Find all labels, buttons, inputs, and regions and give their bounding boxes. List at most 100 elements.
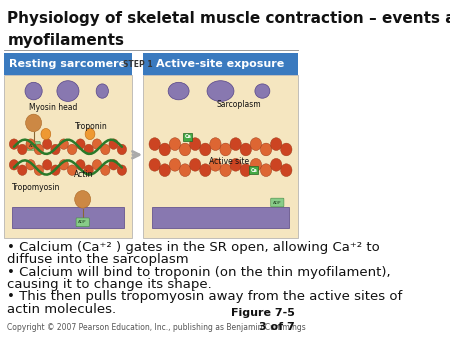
Circle shape [84, 144, 93, 155]
Text: Troponin: Troponin [75, 122, 108, 131]
Circle shape [9, 160, 18, 170]
Circle shape [117, 165, 126, 175]
Circle shape [169, 159, 180, 171]
Circle shape [240, 143, 252, 156]
Bar [12, 207, 124, 228]
Text: Physiology of skeletal muscle contraction – events at the: Physiology of skeletal muscle contractio… [7, 11, 450, 26]
Circle shape [220, 164, 231, 176]
Text: • This then pulls tropomyosin away from the active sites of: • This then pulls tropomyosin away from … [7, 290, 403, 303]
Text: Ca: Ca [250, 168, 257, 173]
Circle shape [18, 144, 27, 155]
Ellipse shape [207, 81, 234, 101]
Bar [144, 53, 297, 75]
Circle shape [200, 143, 211, 156]
Circle shape [101, 144, 110, 155]
Circle shape [159, 164, 171, 176]
Text: Resting sarcomere: Resting sarcomere [9, 59, 126, 69]
Circle shape [117, 144, 126, 155]
Ellipse shape [75, 191, 90, 208]
Circle shape [101, 165, 110, 175]
Text: • Calcium will bind to troponin (on the thin myofilament),: • Calcium will bind to troponin (on the … [7, 266, 391, 279]
Circle shape [26, 160, 35, 170]
Bar [4, 53, 131, 75]
Circle shape [281, 143, 292, 156]
Bar [4, 75, 131, 238]
Text: Ca: Ca [184, 135, 191, 139]
Circle shape [261, 164, 272, 176]
Circle shape [230, 138, 241, 150]
Circle shape [34, 165, 44, 175]
Circle shape [68, 144, 77, 155]
Circle shape [109, 139, 118, 149]
Ellipse shape [41, 128, 51, 140]
Text: Myosin head: Myosin head [29, 103, 77, 112]
Circle shape [109, 160, 118, 170]
Circle shape [230, 159, 241, 171]
Circle shape [92, 160, 102, 170]
Text: Active-site exposure: Active-site exposure [156, 59, 284, 69]
Text: Figure 7-5: Figure 7-5 [231, 308, 295, 318]
Text: diffuse into the sarcoplasm: diffuse into the sarcoplasm [7, 254, 189, 266]
Circle shape [210, 138, 221, 150]
Ellipse shape [26, 114, 41, 132]
Text: 3 of 7: 3 of 7 [259, 321, 295, 332]
Circle shape [200, 164, 211, 176]
Text: Tropomyosin: Tropomyosin [12, 183, 60, 192]
FancyBboxPatch shape [76, 218, 89, 227]
Circle shape [149, 138, 160, 150]
Circle shape [26, 139, 35, 149]
Circle shape [270, 138, 282, 150]
Ellipse shape [168, 82, 189, 100]
Circle shape [92, 139, 102, 149]
Text: causing it to change its shape.: causing it to change its shape. [7, 278, 212, 291]
Circle shape [281, 164, 292, 176]
Text: ADP: ADP [273, 200, 282, 204]
Bar [152, 207, 289, 228]
Circle shape [59, 160, 68, 170]
Circle shape [51, 165, 60, 175]
Text: Sarcoplasm: Sarcoplasm [216, 100, 261, 109]
Circle shape [51, 144, 60, 155]
Text: • Calcium (Ca⁺² ) gates in the SR open, allowing Ca⁺² to: • Calcium (Ca⁺² ) gates in the SR open, … [7, 241, 380, 254]
Text: ADP: ADP [29, 144, 38, 148]
Circle shape [261, 143, 272, 156]
Circle shape [43, 160, 52, 170]
Text: Actin: Actin [74, 170, 94, 179]
Circle shape [18, 165, 27, 175]
Circle shape [76, 139, 85, 149]
Circle shape [34, 144, 44, 155]
Circle shape [84, 165, 93, 175]
FancyBboxPatch shape [271, 198, 284, 207]
Text: myofilaments: myofilaments [7, 33, 124, 48]
Text: ADP: ADP [78, 220, 87, 224]
Ellipse shape [96, 84, 108, 98]
Circle shape [43, 139, 52, 149]
Circle shape [9, 139, 18, 149]
Circle shape [270, 159, 282, 171]
Circle shape [149, 159, 160, 171]
FancyBboxPatch shape [27, 142, 40, 150]
FancyBboxPatch shape [184, 133, 193, 141]
Circle shape [189, 138, 201, 150]
Circle shape [189, 159, 201, 171]
Circle shape [240, 164, 252, 176]
Circle shape [250, 159, 261, 171]
Circle shape [159, 143, 171, 156]
Text: STEP 1: STEP 1 [123, 60, 152, 69]
Circle shape [220, 143, 231, 156]
Circle shape [180, 164, 191, 176]
Circle shape [169, 138, 180, 150]
Text: Copyright © 2007 Pearson Education, Inc., publishing as Benjamin Cummings: Copyright © 2007 Pearson Education, Inc.… [7, 322, 306, 332]
Circle shape [76, 160, 85, 170]
Circle shape [250, 138, 261, 150]
Ellipse shape [255, 84, 270, 98]
Ellipse shape [85, 128, 95, 140]
Text: Active site: Active site [208, 157, 249, 166]
Circle shape [68, 165, 77, 175]
Bar [144, 75, 297, 238]
FancyBboxPatch shape [249, 166, 258, 174]
Text: actin molecules.: actin molecules. [7, 303, 117, 316]
Circle shape [59, 139, 68, 149]
Ellipse shape [57, 81, 79, 101]
Ellipse shape [25, 82, 42, 100]
